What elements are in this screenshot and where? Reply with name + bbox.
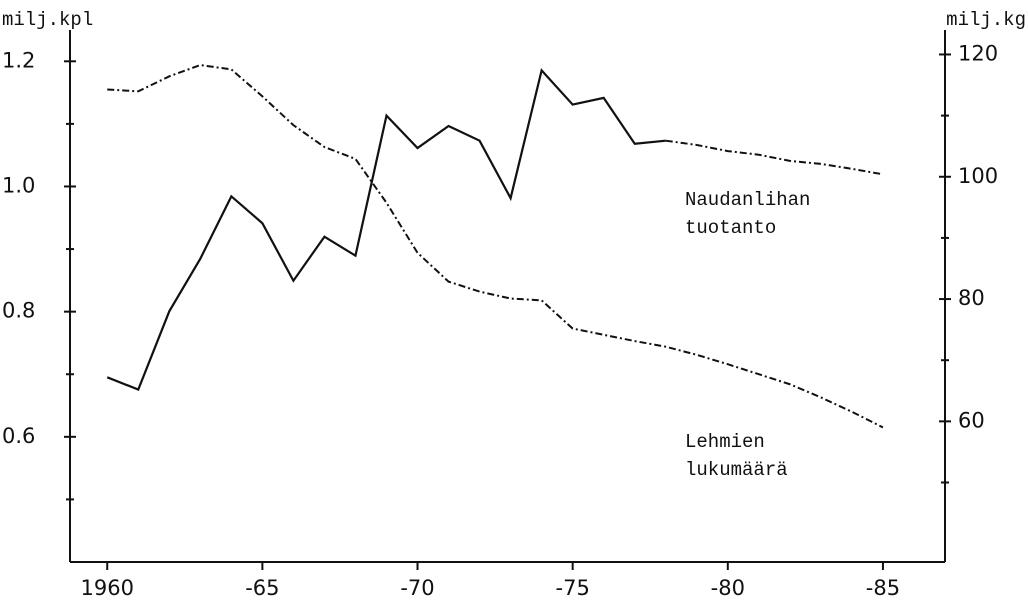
series-line-dashed xyxy=(665,139,884,176)
x-tick-label: -65 xyxy=(245,576,279,600)
y2-tick-label: 80 xyxy=(958,286,985,310)
x-tick-label: 1960 xyxy=(81,576,134,600)
x-tick-label: -70 xyxy=(400,576,434,600)
series-label: lukumäärä xyxy=(685,459,788,481)
y2-tick-label: 120 xyxy=(958,41,998,65)
y-tick-label: 1.2 xyxy=(2,48,35,72)
series-line-solid xyxy=(106,68,666,391)
series-label: tuotanto xyxy=(685,217,776,239)
y-axis-label: milj.kpl xyxy=(2,9,93,31)
y2-tick-label: 60 xyxy=(958,408,985,432)
y2-tick-label: 100 xyxy=(958,164,998,188)
series-label: Lehmien xyxy=(685,431,765,453)
y-tick-label: 1.0 xyxy=(2,173,35,197)
x-tick-label: -80 xyxy=(711,576,745,600)
series-line-dashed xyxy=(107,64,884,429)
x-tick-label: -75 xyxy=(556,576,590,600)
x-tick-label: -85 xyxy=(866,576,900,600)
y-tick-label: 0.8 xyxy=(2,299,35,323)
y2-axis-label: milj.kg xyxy=(946,9,1026,31)
series-label: Naudanlihan xyxy=(685,189,810,211)
y-tick-label: 0.6 xyxy=(2,424,35,448)
